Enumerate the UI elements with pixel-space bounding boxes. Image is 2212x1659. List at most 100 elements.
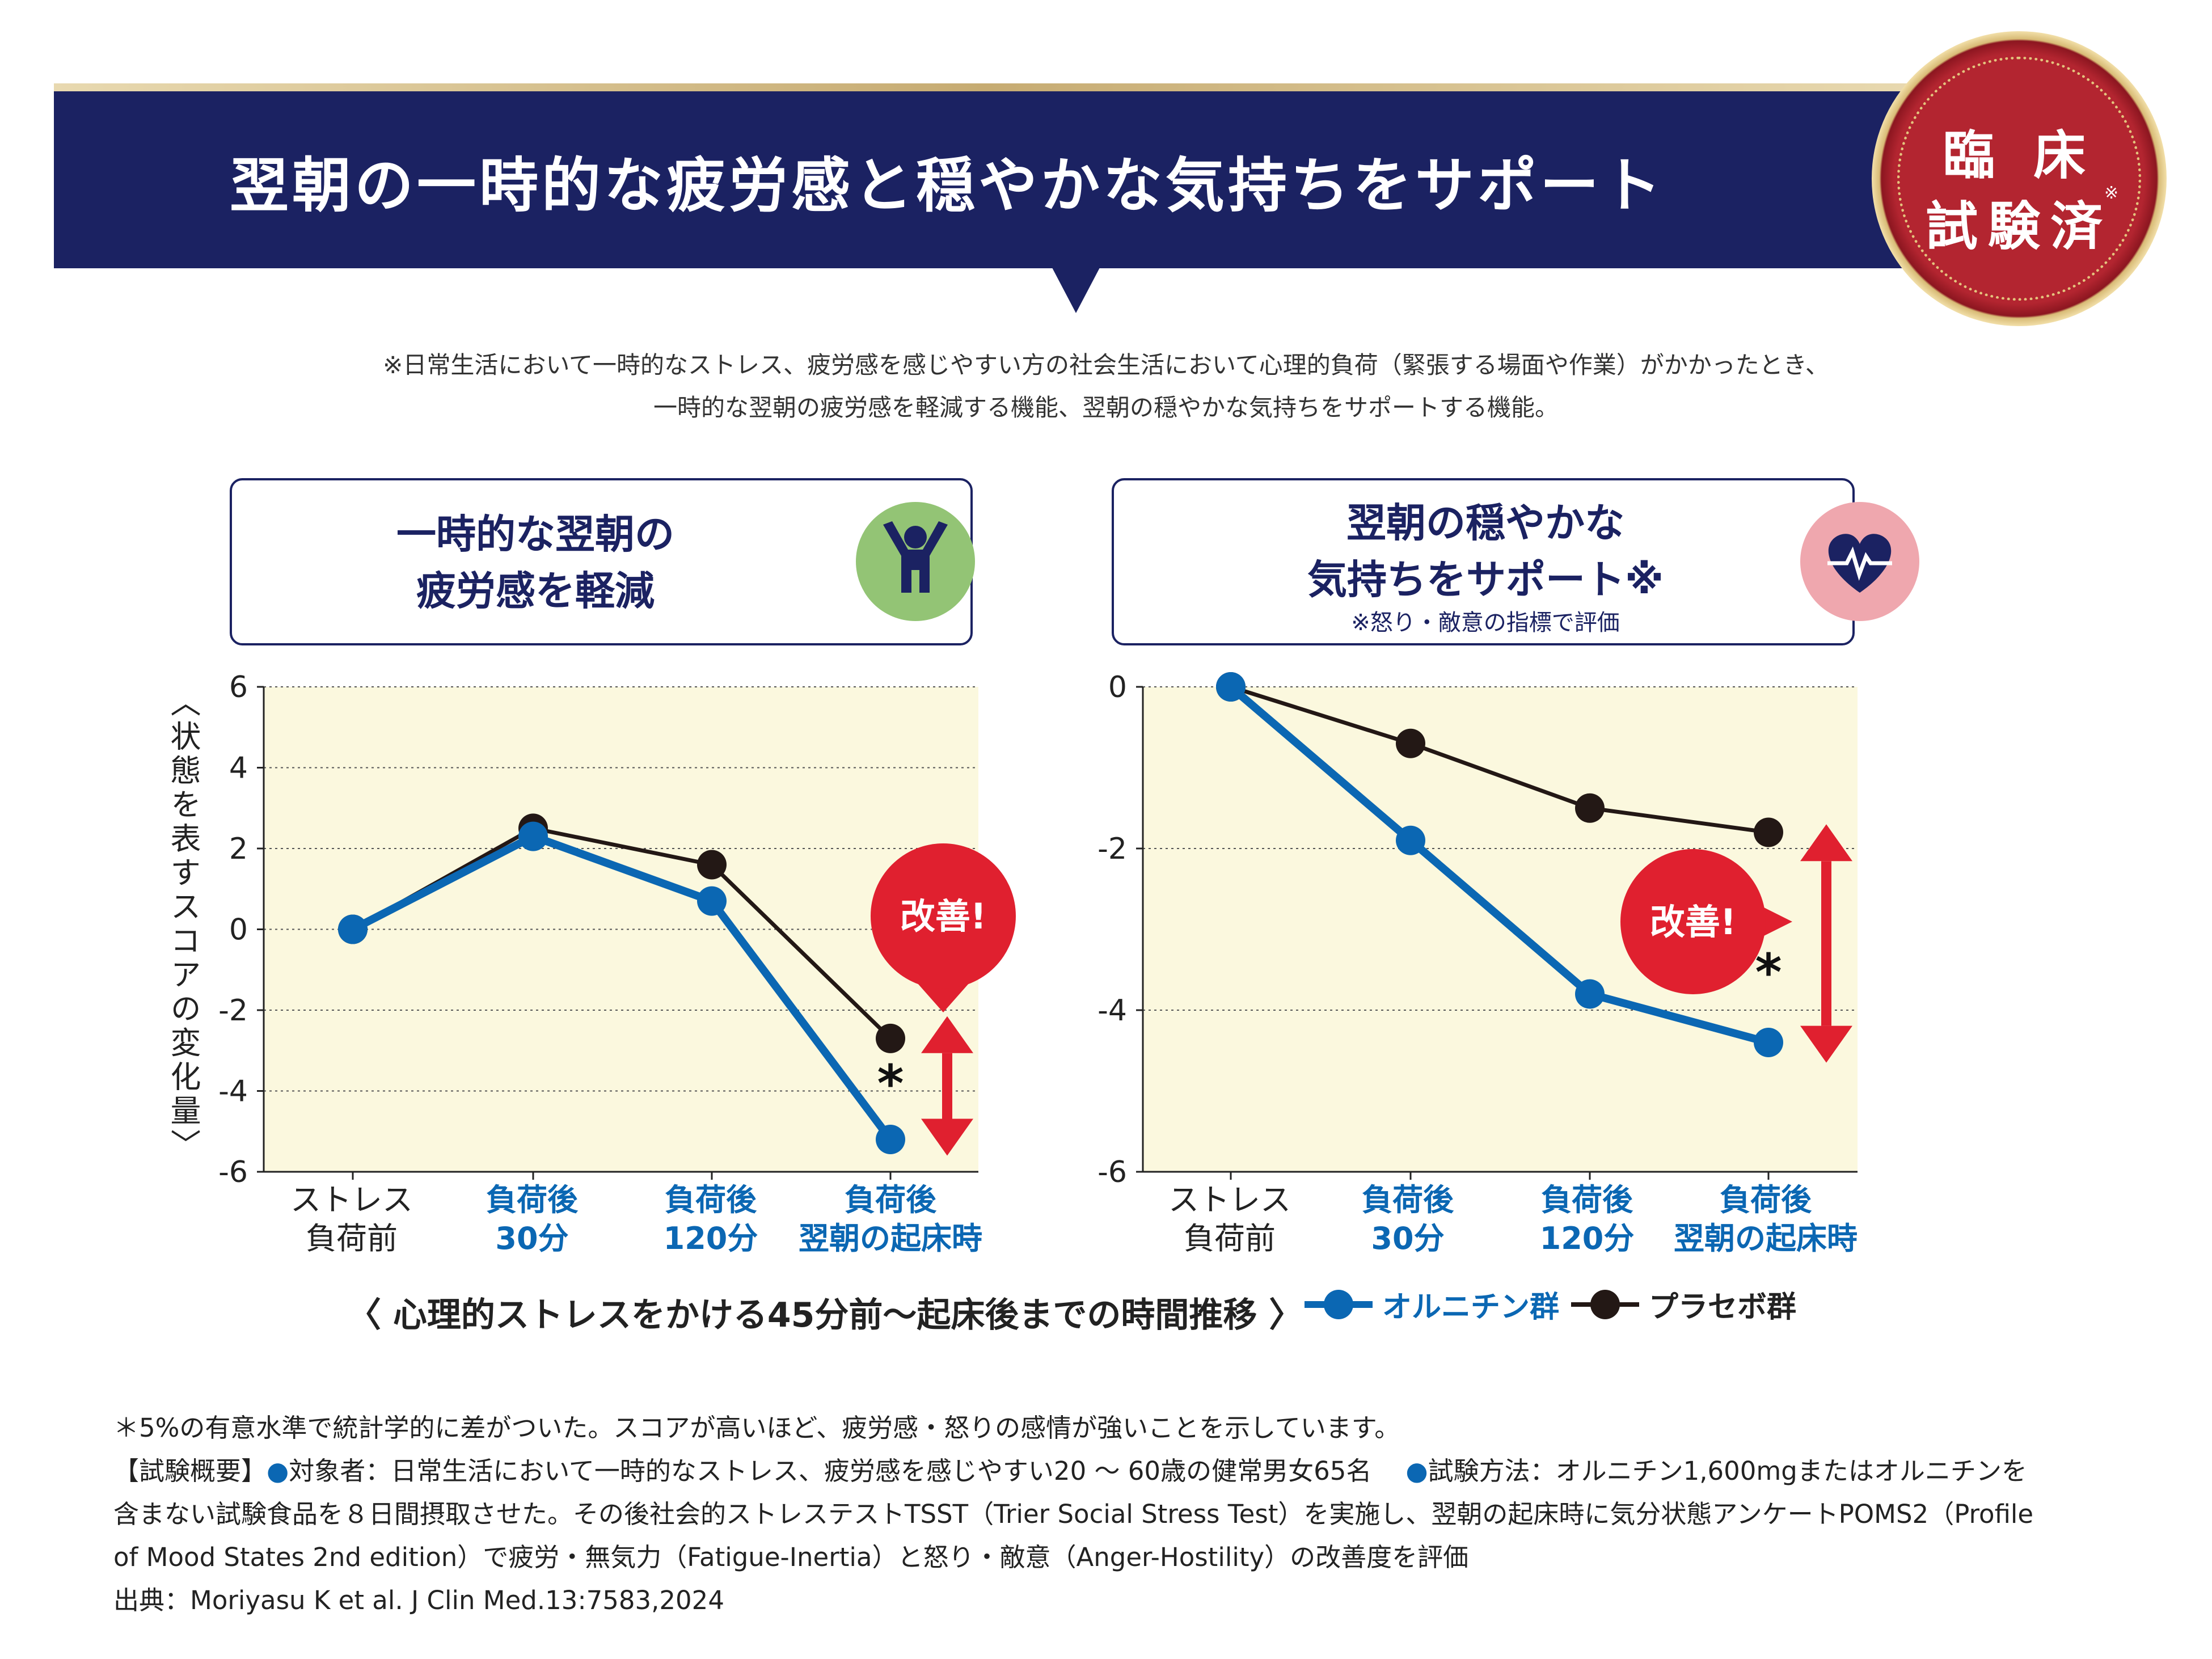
right-ytick-label: 0 (1108, 670, 1127, 704)
right-improvement-arrow-shaft (1821, 861, 1831, 1026)
left-xcat-3-line2: 120分 (663, 1221, 758, 1256)
right-panel-subtitle: ※怒り・敵意の指標で評価 (1351, 610, 1620, 636)
right-ytick-label: -4 (1097, 994, 1127, 1028)
legend-ornithine-label: オルニチン群 (1382, 1290, 1560, 1324)
left-ytick-label: 6 (229, 670, 248, 704)
footer-bullet-2: ● (1405, 1456, 1428, 1486)
left-significance-mark: * (877, 1054, 904, 1113)
left-xcat-4-line1: 負荷後 (845, 1182, 936, 1218)
x-axis-caption: 〈 心理的ストレスをかける45分前～起床後までの時間推移 〉 (347, 1295, 1303, 1335)
left-ornithine-point (518, 821, 548, 851)
legend-placebo-label: プラセボ群 (1649, 1290, 1797, 1324)
footer-notes: ＊5%の有意水準で統計学的に差がついた。スコアが高いほど、疲労感・怒りの感情が強… (113, 1407, 2070, 1622)
left-ytick-label: 0 (229, 913, 248, 947)
right-xcat-1-line1: ストレス (1168, 1182, 1291, 1218)
legend-ornithine: オルニチン群 (1302, 1283, 1559, 1325)
disclaimer-line-1: ※日常生活において一時的なストレス、疲労感を感じやすい方の社会生活において心理的… (383, 351, 1829, 379)
right-xcat-3: 負荷後 120分 (1485, 1181, 1689, 1258)
right-panel-title-1: 翌朝の穏やかな (1346, 500, 1624, 546)
page-title: 翌朝の一時的な疲労感と穏やかな気持ちをサポート (229, 150, 1665, 220)
footer-line-4: of Mood States 2nd edition）で疲労・無気力（Fatig… (113, 1542, 1469, 1572)
right-panel-heading: 翌朝の穏やかな 気持ちをサポート※ ※怒り・敵意の指標で評価 (1112, 478, 1919, 645)
left-ytick-label: -6 (218, 1155, 248, 1189)
left-ornithine-point (338, 914, 368, 944)
left-xcat-2: 負荷後 30分 (430, 1181, 634, 1258)
right-xcat-1-line2: 負荷前 (1184, 1221, 1276, 1256)
seal-line-1: 臨 床 (1942, 125, 2096, 186)
y-axis-label: 〈状態を表すスコアの変化量〉 (165, 686, 201, 1163)
left-xcat-3: 負荷後 120分 (609, 1181, 813, 1258)
footer-summary-label: 【試験概要】 (113, 1456, 267, 1486)
right-ornithine-point (1216, 672, 1246, 702)
footer-method: 試験方法：オルニチン1,600mgまたはオルニチンを (1428, 1456, 2027, 1486)
footer-line-2: 【試験概要】●対象者：日常生活において一時的なストレス、疲労感を感じやすい20 … (113, 1450, 2070, 1493)
left-xcat-1-line2: 負荷前 (306, 1221, 398, 1256)
left-ornithine-line (351, 832, 894, 1142)
right-placebo-point (1754, 817, 1783, 847)
right-ornithine-point (1754, 1028, 1783, 1057)
footer-line-5: 出典：Moriyasu K et al. J Clin Med.13:7583,… (113, 1585, 724, 1615)
right-chart: 0 -2 -4 -6 改善! * (1097, 670, 1858, 1189)
clinical-tested-seal: 臨 床 試験済 ※ (1872, 31, 2167, 326)
right-ytick-label: -2 (1097, 832, 1127, 866)
left-improvement-arrow-head-down (921, 1118, 973, 1156)
legend-placebo-marker (1571, 1289, 1639, 1319)
left-improve-bubble (871, 843, 1016, 989)
right-xcat-4: 負荷後 翌朝の起床時 (1664, 1181, 1868, 1258)
right-xcat-4-line1: 負荷後 (1720, 1182, 1812, 1218)
left-xcat-1: ストレス 負荷前 (250, 1181, 454, 1258)
right-xcat-2: 負荷後 30分 (1306, 1181, 1510, 1258)
seal-dotted-ring (1897, 57, 2141, 301)
disclaimer-line-2: 一時的な翌朝の疲労感を軽減する機能、翌朝の穏やかな気持ちをサポートする機能。 (653, 394, 1559, 421)
legend-placebo: プラセボ群 (1568, 1283, 1796, 1325)
right-placebo-point (1396, 728, 1425, 758)
seal-line-2: 試験済 (1925, 196, 2113, 257)
right-improve-label: 改善! (1650, 901, 1736, 943)
banner-gold-line (54, 83, 1914, 91)
banner-pointer (1052, 268, 1100, 313)
legend-ornithine-marker (1305, 1289, 1373, 1319)
right-ornithine-line (1228, 683, 1770, 1046)
left-ytick-label: -4 (218, 1075, 248, 1109)
right-panel-title-2: 気持ちをサポート※ (1307, 556, 1664, 603)
right-ytick-label: -6 (1097, 1155, 1127, 1189)
left-improvement-arrow-shaft (942, 1053, 952, 1119)
left-xcat-4-line2: 翌朝の起床時 (799, 1221, 982, 1256)
left-xcat-2-line1: 負荷後 (486, 1182, 578, 1218)
right-improve-bubble (1620, 849, 1766, 994)
right-significance-mark: * (1755, 943, 1782, 1002)
right-improve-bubble-tail (1758, 905, 1792, 939)
left-xcat-4: 負荷後 翌朝の起床時 (788, 1181, 993, 1258)
right-xcat-3-line2: 120分 (1539, 1221, 1635, 1256)
left-placebo-point (876, 1023, 905, 1053)
left-ytick-label: 2 (229, 832, 248, 866)
left-improve-label: 改善! (900, 896, 986, 937)
left-panel-title-1: 一時的な翌朝の (396, 511, 674, 558)
heart-pulse-icon (1800, 502, 1919, 621)
left-panel-title-2: 疲労感を軽減 (416, 568, 655, 614)
header-banner: 翌朝の一時的な疲労感と穏やかな気持ちをサポート (54, 91, 1914, 268)
left-chart: 6 4 2 0 -2 -4 -6 改善! * (218, 670, 1016, 1189)
footer-bullet-1: ● (267, 1456, 289, 1486)
right-xcat-3-line1: 負荷後 (1541, 1182, 1633, 1218)
left-ytick-label: 4 (229, 752, 248, 786)
left-panel-heading: 一時的な翌朝の 疲労感を軽減 (230, 478, 975, 645)
right-improvement-arrow-head-up (1800, 824, 1852, 862)
right-xcat-1: ストレス 負荷前 (1128, 1181, 1332, 1258)
left-xcat-3-line1: 負荷後 (665, 1182, 757, 1218)
footer-line-1: ＊5%の有意水準で統計学的に差がついた。スコアが高いほど、疲労感・怒りの感情が強… (113, 1413, 1400, 1443)
left-ytick-label: -2 (218, 994, 248, 1028)
right-xcat-2-line1: 負荷後 (1362, 1182, 1454, 1218)
left-improvement-arrow-head-up (921, 1016, 973, 1053)
left-xcat-1-line1: ストレス (290, 1182, 413, 1218)
left-ornithine-point (876, 1125, 905, 1154)
right-ornithine-point (1396, 825, 1425, 855)
person-raising-arms-icon (856, 502, 975, 621)
right-placebo-line (1230, 685, 1769, 834)
right-xcat-2-line2: 30分 (1371, 1221, 1445, 1256)
right-xcat-4-line2: 翌朝の起床時 (1674, 1221, 1858, 1256)
footer-subjects: 対象者：日常生活において一時的なストレス、疲労感を感じやすい20 ～ 60歳の健… (289, 1456, 1372, 1486)
right-placebo-point (1575, 793, 1605, 823)
footer-line-3: 含まない試験食品を８日間摂取させた。その後社会的ストレステストTSST（Trie… (113, 1499, 2034, 1529)
